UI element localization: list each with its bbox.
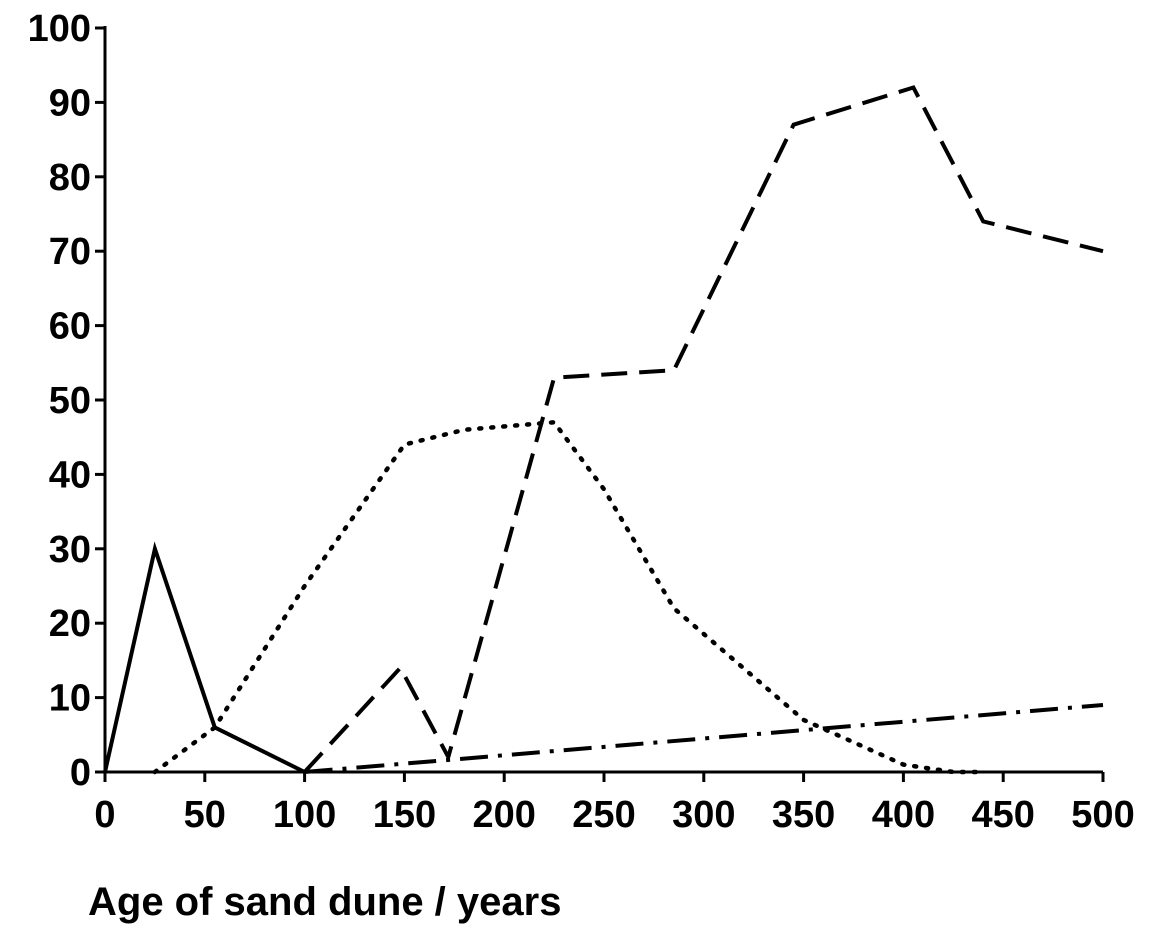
y-tick-label: 10	[49, 678, 91, 720]
y-tick-label: 90	[49, 82, 91, 124]
y-tick-label: 40	[49, 454, 91, 496]
y-tick-label: 60	[49, 306, 91, 348]
x-tick-label: 150	[373, 794, 436, 836]
series-dotted-line	[152, 419, 986, 775]
x-tick-label: 0	[94, 794, 115, 836]
y-tick-label: 70	[49, 231, 91, 273]
y-tick-label: 0	[70, 752, 91, 794]
x-tick-label: 350	[772, 794, 835, 836]
x-axis-title: Age of sand dune / years	[88, 880, 561, 924]
y-tick-label: 30	[49, 529, 91, 571]
x-tick-label: 400	[872, 794, 935, 836]
series-dashed-line	[303, 85, 1104, 774]
y-tick-label: 20	[49, 603, 91, 645]
x-tick-label: 200	[472, 794, 535, 836]
x-tick-label: 50	[184, 794, 226, 836]
x-tick-label: 450	[971, 794, 1034, 836]
x-tick-label: 300	[672, 794, 735, 836]
tick-labels: 0 10 20 30 40 50 60 70 80 90 100 0 50 100 150 200 250 300…	[28, 8, 1135, 836]
x-tick-label: 100	[273, 794, 336, 836]
series-solid-line	[103, 541, 306, 774]
series-group	[103, 85, 1104, 775]
axes	[95, 26, 1105, 782]
x-tick-label: 500	[1071, 794, 1134, 836]
x-tick-label: 250	[572, 794, 635, 836]
y-tick-label: 50	[49, 380, 91, 422]
y-tick-label: 80	[49, 157, 91, 199]
y-tick-label: 100	[28, 8, 91, 50]
